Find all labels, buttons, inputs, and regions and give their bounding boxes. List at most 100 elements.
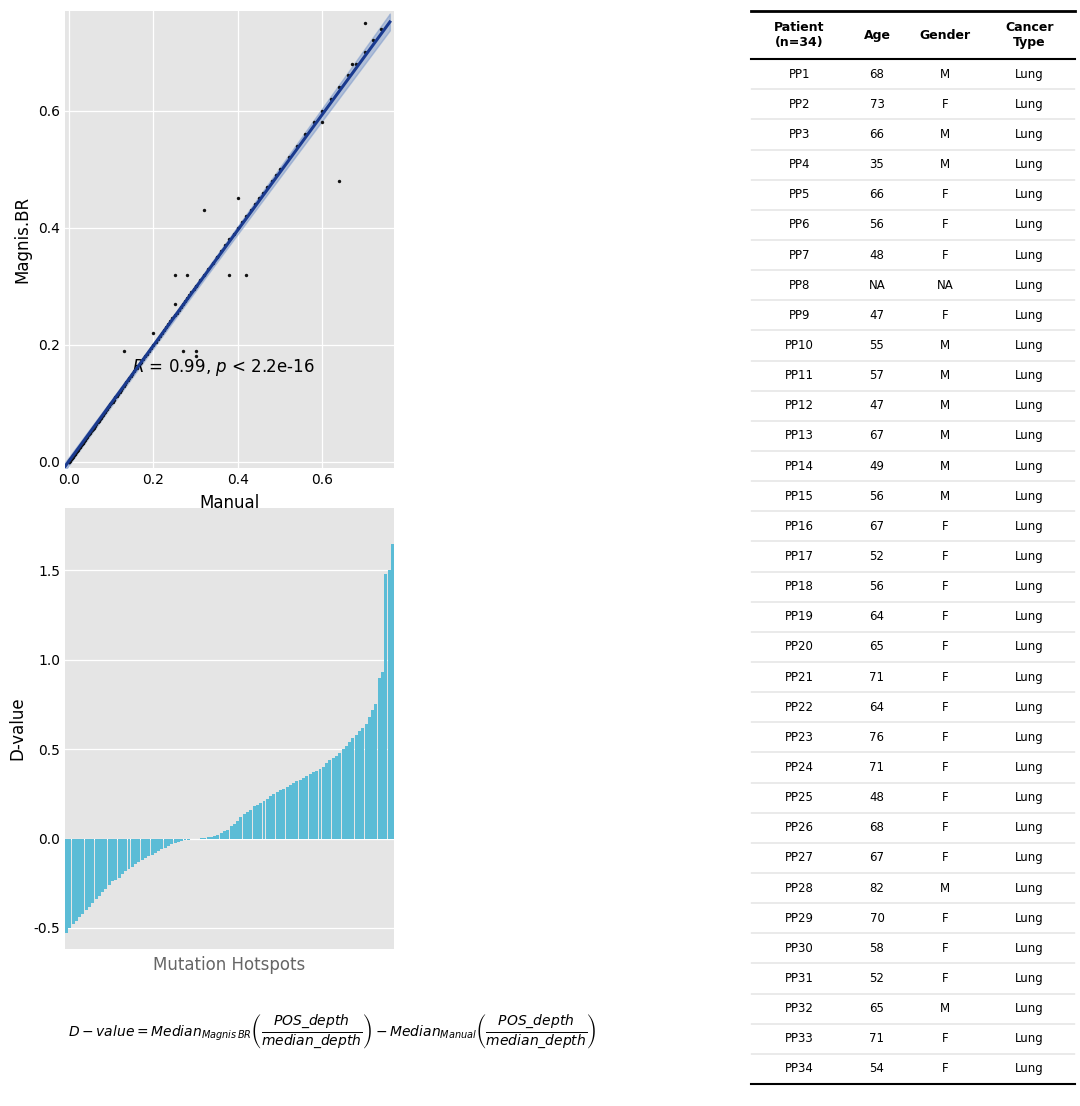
Text: F: F — [942, 581, 948, 593]
Text: Cancer
Type: Cancer Type — [1005, 21, 1053, 49]
Point — [171, 301, 188, 319]
Point — [120, 371, 137, 388]
Text: Lung: Lung — [1015, 128, 1043, 142]
Bar — [177, 838, 180, 842]
Point — [264, 173, 281, 190]
Text: Lung: Lung — [1015, 791, 1043, 804]
Point — [164, 310, 181, 327]
Text: 55: 55 — [869, 340, 885, 352]
Point — [112, 380, 130, 398]
Point — [356, 14, 374, 32]
Point — [225, 225, 242, 242]
Bar — [124, 838, 127, 870]
Bar — [219, 833, 222, 838]
Point — [97, 401, 114, 419]
Text: Lung: Lung — [1015, 460, 1043, 472]
Text: F: F — [942, 640, 948, 654]
Text: Lung: Lung — [1015, 731, 1043, 744]
Bar — [315, 771, 319, 838]
Text: PP2: PP2 — [788, 98, 810, 111]
Point — [116, 377, 133, 395]
Point — [168, 304, 186, 322]
Bar — [222, 832, 226, 838]
Text: Lung: Lung — [1015, 399, 1043, 413]
Bar — [108, 838, 111, 885]
Point — [117, 375, 134, 393]
Point — [60, 453, 78, 471]
Point — [60, 452, 78, 470]
Point — [166, 265, 184, 283]
Point — [356, 43, 374, 61]
X-axis label: Mutation Hotspots: Mutation Hotspots — [153, 957, 306, 974]
Text: PP17: PP17 — [785, 550, 813, 563]
Bar — [171, 838, 173, 844]
Point — [62, 451, 79, 469]
Text: 71: 71 — [869, 1032, 885, 1045]
Text: NA: NA — [936, 279, 954, 292]
Point — [259, 178, 276, 196]
Point — [66, 445, 83, 462]
Point — [238, 265, 255, 283]
Y-axis label: D-value: D-value — [9, 697, 26, 761]
Point — [220, 265, 238, 283]
Bar — [246, 812, 249, 838]
Bar — [266, 800, 269, 838]
Text: PP21: PP21 — [785, 670, 813, 684]
Text: Patient
(n=34): Patient (n=34) — [774, 21, 824, 49]
Bar — [111, 838, 114, 881]
Bar — [240, 817, 242, 838]
Bar — [345, 745, 348, 838]
Point — [229, 189, 246, 207]
Text: F: F — [942, 731, 948, 744]
Point — [140, 342, 158, 359]
Text: 66: 66 — [869, 128, 885, 142]
Point — [364, 31, 381, 49]
Point — [71, 438, 89, 456]
Bar — [384, 574, 388, 838]
Bar — [269, 795, 272, 838]
Bar — [102, 838, 104, 893]
Bar — [158, 838, 160, 852]
Point — [65, 447, 82, 465]
Point — [78, 429, 95, 447]
Point — [62, 452, 79, 470]
Point — [84, 420, 102, 438]
Text: Lung: Lung — [1015, 188, 1043, 201]
Point — [127, 359, 145, 377]
Bar — [68, 838, 71, 928]
Point — [85, 418, 103, 436]
Text: Lung: Lung — [1015, 67, 1043, 81]
Point — [70, 439, 87, 457]
Point — [176, 292, 193, 310]
Text: PP11: PP11 — [785, 369, 813, 383]
Text: 66: 66 — [869, 188, 885, 201]
Point — [60, 452, 78, 470]
Bar — [184, 838, 187, 841]
Text: 67: 67 — [869, 520, 885, 533]
Point — [67, 445, 84, 462]
Text: M: M — [940, 158, 950, 171]
Text: PP9: PP9 — [788, 309, 810, 322]
Point — [102, 396, 119, 414]
Text: Lung: Lung — [1015, 670, 1043, 684]
Bar — [87, 838, 91, 907]
Text: 65: 65 — [869, 640, 885, 654]
Point — [82, 422, 99, 440]
X-axis label: Manual: Manual — [200, 493, 259, 511]
Text: Lung: Lung — [1015, 309, 1043, 322]
Point — [220, 230, 238, 248]
Text: F: F — [942, 701, 948, 713]
Text: Gender: Gender — [919, 29, 971, 42]
Bar — [322, 768, 325, 838]
Bar — [78, 838, 81, 917]
Point — [330, 79, 348, 96]
Point — [73, 435, 91, 452]
Point — [280, 148, 297, 166]
Bar — [233, 824, 235, 838]
Text: 48: 48 — [869, 249, 885, 262]
Point — [92, 409, 109, 427]
Bar — [299, 780, 301, 838]
Text: M: M — [940, 460, 950, 472]
Point — [297, 125, 314, 143]
Text: NA: NA — [868, 279, 886, 292]
